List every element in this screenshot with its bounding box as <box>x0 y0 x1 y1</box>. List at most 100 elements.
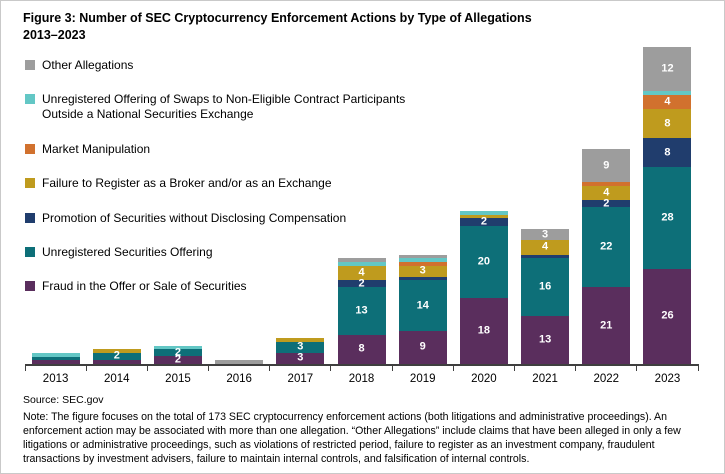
bar-segment-value: 8 <box>664 146 671 159</box>
bar-segment: 3 <box>521 227 570 241</box>
x-axis-tick <box>269 363 271 371</box>
legend-item: Market Manipulation <box>25 142 445 157</box>
bar-2019: 9 14 3 <box>398 254 447 364</box>
x-axis-label: 2023 <box>654 372 681 385</box>
bar-2013 <box>31 352 80 364</box>
bar-segment: 9 <box>582 149 631 182</box>
chart-area: Other Allegations Unregistered Offering o… <box>24 44 699 371</box>
x-axis-tick <box>208 363 210 371</box>
legend-item: Failure to Register as a Broker and/or a… <box>25 176 445 191</box>
bar-2016 <box>215 360 264 364</box>
x-axis-labels: 2013 2014 2015 2016 2017 2018 2019 2020 2021 2022… <box>25 373 698 385</box>
bar-segment-value: 8 <box>358 342 365 355</box>
x-axis-label: 2017 <box>287 372 314 385</box>
legend-item: Fraud in the Offer or Sale of Securities <box>25 279 445 294</box>
bar-slot-2023: 26 28 8 8 4 12 <box>637 47 698 364</box>
bar-segment <box>398 261 447 266</box>
legend-swatch-icon <box>25 212 35 223</box>
bar-segment: 22 <box>582 207 631 288</box>
bar-segment <box>398 258 447 262</box>
bar-segment <box>31 356 80 361</box>
bar-segment-value: 3 <box>297 351 304 364</box>
bar-segment: 14 <box>398 280 447 332</box>
x-axis-label: 2019 <box>409 372 436 385</box>
bar-segment: 3 <box>276 341 325 353</box>
x-axis-tick <box>636 363 638 371</box>
bar-segment-value: 8 <box>664 117 671 130</box>
legend-label: Fraud in the Offer or Sale of Securities <box>42 279 247 294</box>
bar-segment: 4 <box>582 185 631 201</box>
bar-segment <box>92 360 141 364</box>
bar-segment: 4 <box>521 240 570 255</box>
bar-slot-2016 <box>209 360 270 364</box>
bar-segment: 3 <box>276 351 325 364</box>
x-axis-tick <box>391 363 393 371</box>
bar-segment: 4 <box>643 94 692 110</box>
bar-segment: 20 <box>459 225 508 299</box>
bar-segment: 8 <box>337 334 386 364</box>
x-axis-label: 2018 <box>348 372 375 385</box>
bar-segment <box>337 261 386 266</box>
bar-segment-value: 16 <box>538 280 552 293</box>
bar-segment <box>643 91 692 95</box>
bar-segment <box>215 360 264 364</box>
bar-segment-value: 4 <box>664 95 671 108</box>
bar-segment <box>153 345 202 350</box>
bar-segment: 2 <box>153 347 202 358</box>
legend-label: Unregistered Securities Offering <box>42 244 213 259</box>
bar-segment: 12 <box>643 47 692 92</box>
legend-label: Failure to Register as a Broker and/or a… <box>42 176 332 191</box>
legend-label: Unregistered Offering of Swaps to Non-El… <box>42 92 406 122</box>
bar-segment: 2 <box>582 198 631 209</box>
bar-segment: 9 <box>398 331 447 364</box>
legend-item: Other Allegations <box>25 58 445 73</box>
x-axis-tick <box>575 363 577 371</box>
bar-2020: 18 20 2 <box>459 211 508 364</box>
x-axis-label: 2021 <box>532 372 558 385</box>
bar-segment: 2 <box>459 216 508 227</box>
bar-segment: 21 <box>582 287 631 364</box>
legend-item: Promotion of Securities without Disclosi… <box>25 211 445 226</box>
bar-slot-2019: 9 14 3 <box>392 254 453 364</box>
bar-segment-value: 22 <box>600 240 613 253</box>
bar-2023: 26 28 8 8 4 12 <box>643 47 692 364</box>
bar-segment <box>459 211 508 215</box>
bar-2021: 13 16 4 3 <box>521 227 570 364</box>
bar-segment <box>337 258 386 262</box>
bar-segment <box>398 276 447 281</box>
x-axis-tick <box>452 363 454 371</box>
bar-segment <box>582 181 631 186</box>
bar-segment <box>31 360 80 364</box>
figure-title: Figure 3: Number of SEC Cryptocurrency E… <box>1 1 724 44</box>
legend-swatch-icon <box>25 143 35 154</box>
bar-segment: 18 <box>459 298 508 364</box>
bar-segment: 28 <box>643 167 692 270</box>
legend-swatch-icon <box>25 281 35 292</box>
bar-segment-value: 26 <box>661 309 674 322</box>
figure-title-line1: Figure 3: Number of SEC Cryptocurrency E… <box>23 11 532 25</box>
bar-segment: 26 <box>643 269 692 364</box>
bar-segment: 2 <box>153 354 202 365</box>
bar-segment-value: 3 <box>542 227 549 240</box>
bar-segment-value: 18 <box>477 324 491 337</box>
bar-segment-value: 4 <box>542 240 549 253</box>
legend-label: Promotion of Securities without Disclosi… <box>42 210 347 225</box>
x-axis-tick <box>330 363 332 371</box>
legend-label: Other Allegations <box>42 57 134 72</box>
x-axis-label: 2015 <box>165 372 191 385</box>
x-axis-label: 2013 <box>42 372 69 385</box>
note-text: Note: The figure focuses on the total of… <box>23 410 681 465</box>
legend-swatch-icon <box>25 178 35 189</box>
bar-segment-value: 9 <box>419 340 426 353</box>
bar-slot-2021: 13 16 4 3 <box>515 227 576 364</box>
bar-slot-2014: 2 <box>86 349 147 364</box>
bar-segment: 8 <box>643 138 692 168</box>
bar-segment <box>276 338 325 342</box>
bar-segment: 2 <box>92 350 141 361</box>
bar-segment <box>92 349 141 353</box>
bar-segment-value: 13 <box>538 333 552 346</box>
bar-segment <box>521 254 570 259</box>
